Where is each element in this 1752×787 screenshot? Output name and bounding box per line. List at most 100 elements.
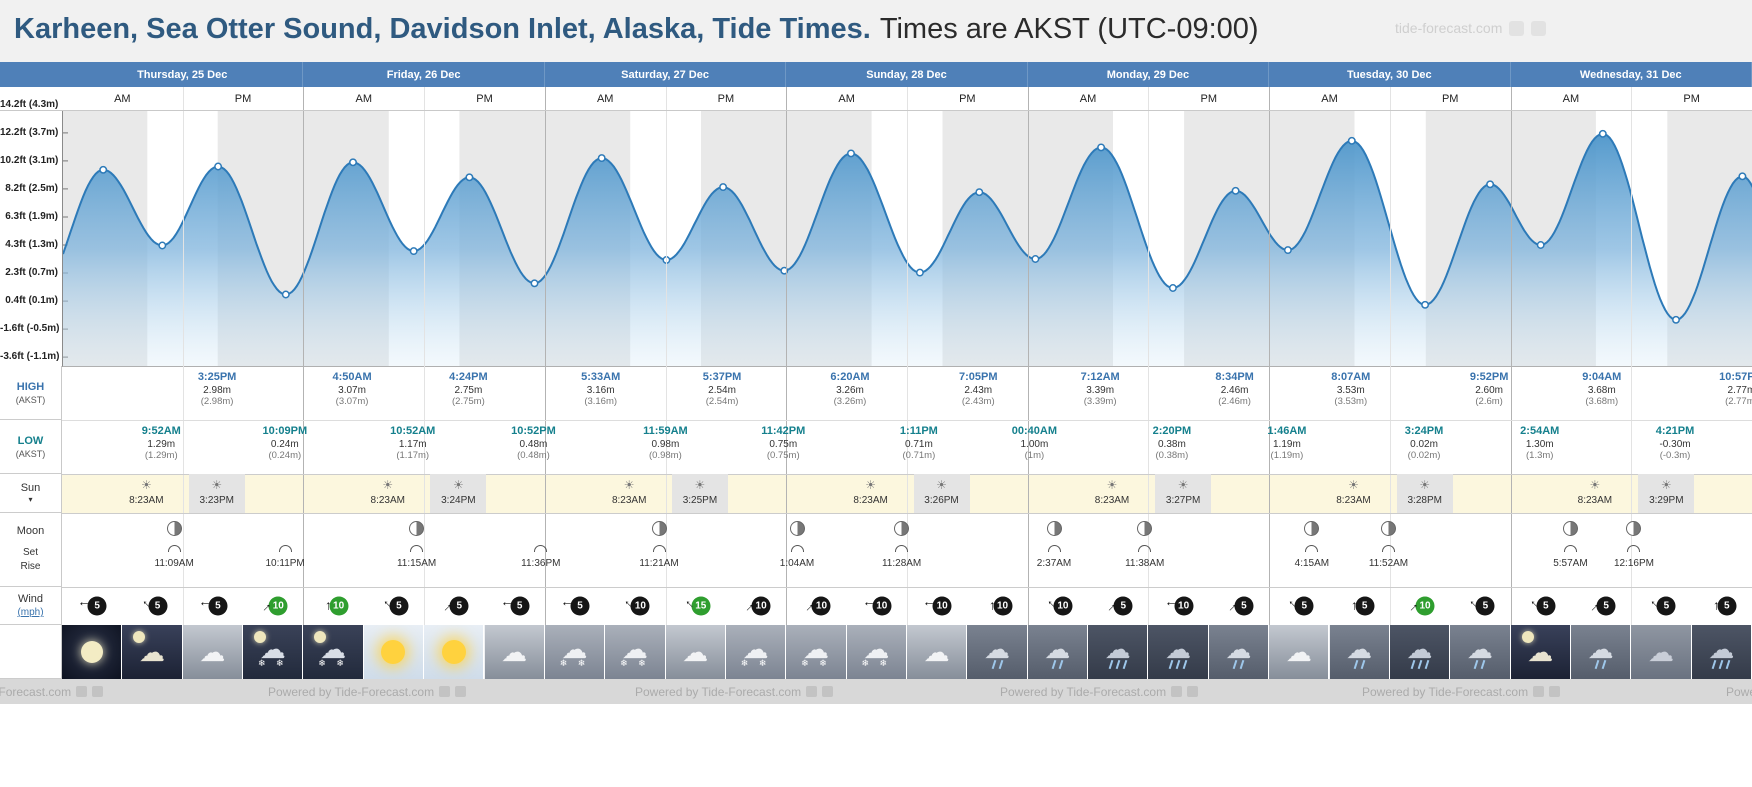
wind-speed-badge: 5: [87, 596, 107, 616]
wind-direction-arrow: [500, 599, 513, 614]
moon-set-time: 11:21AM: [639, 558, 679, 569]
weather-icon-cloud-snow: [786, 625, 847, 679]
footer-credit-link[interactable]: Powered by Tide-Forecast.com: [0, 684, 72, 699]
tide-height-alt: (2.46m): [1218, 396, 1251, 407]
tide-height: 0.38m: [1157, 439, 1186, 450]
moon-set-entry: 11:52AM: [1354, 521, 1424, 569]
ampm-header-cell: AM: [596, 92, 614, 105]
tide-time: 3:24PM: [1404, 425, 1444, 437]
tide-height-alt: (0.02m): [1407, 450, 1441, 461]
wind-speed-badge: 5: [1355, 596, 1375, 616]
wind-indicator: 5: [500, 596, 530, 616]
low-tide-row: 9:52AM 1.29m (1.29m) 10:09PM 0.24m (0.24m) 10:…: [62, 420, 1752, 475]
tide-height-alt: (1.29m): [144, 450, 178, 461]
low-tide-entry: 2:54AM 1.30m (1.3m): [1505, 425, 1575, 461]
footer-social-icon[interactable]: [76, 686, 88, 697]
ampm-header-cell: AM: [838, 92, 855, 105]
high-tide-entry: 5:33AM 3.16m (3.16m): [566, 371, 636, 407]
moon-row: 11:09AM 10:11PM 11:15AM 11:36PM 11:21AM 1:04A…: [62, 513, 1752, 588]
sunset-icon: [924, 478, 958, 493]
snow-icon: [801, 658, 831, 669]
footer-social-icon[interactable]: [806, 686, 818, 697]
high-tide-entry: 4:50AM 3.07m (3.07m): [317, 371, 387, 407]
footer-credit-link[interactable]: Powered by Tide-Forecast.com: [1000, 684, 1167, 699]
high-tide-entry: 3:25PM 2.98m (2.98m): [182, 371, 252, 407]
tide-time: 2:20PM: [1152, 425, 1192, 437]
footer-credit-link[interactable]: Powered by Tide-Forecast.com: [1726, 684, 1752, 699]
weather-icon-cloud: [182, 625, 244, 679]
moon-rise-time: 10:11PM: [265, 558, 305, 569]
ampm-header-cell: PM: [1441, 92, 1459, 105]
moon-rise-arc-icon: [1563, 545, 1577, 552]
sunset-entry: 3:28PM: [1407, 478, 1441, 506]
sunrise-entry: 8:23AM: [1578, 478, 1612, 506]
footer-credit-link[interactable]: Powered by Tide-Forecast.com: [1362, 684, 1529, 699]
wind-indicator: 5: [1526, 596, 1556, 616]
wind-indicator: 5: [1224, 596, 1254, 616]
footer-credit-link[interactable]: Powered by Tide-Forecast.com: [635, 684, 802, 699]
wind-units-link[interactable]: (mph): [17, 607, 44, 618]
rain-drop: [1353, 659, 1359, 670]
footer-credit-link[interactable]: Powered by Tide-Forecast.com: [268, 684, 435, 699]
rain-icon: [1108, 659, 1128, 670]
rain-drop: [1232, 659, 1238, 670]
tide-height: 0.48m: [519, 439, 548, 450]
weather-icon-cloud-rain: [1450, 625, 1511, 679]
wind-speed-badge: 5: [148, 596, 168, 616]
rain-drop: [1122, 659, 1128, 670]
moon-rise-entry: 5:57AM: [1535, 521, 1605, 569]
wind-speed-badge: 5: [1294, 596, 1314, 616]
ampm-header-cell: AM: [114, 92, 131, 105]
moon-set-arc-icon: [1382, 545, 1396, 552]
wind-speed-badge: 10: [1174, 596, 1194, 616]
footer-social-icon[interactable]: [1187, 686, 1199, 697]
tide-height-alt: (0.75m): [766, 450, 800, 461]
wind-speed-badge: 5: [1536, 596, 1556, 616]
wind-speed-badge: 10: [329, 596, 349, 616]
footer-credit: Powered by Tide-Forecast.com: [1362, 684, 1561, 699]
moon-icon: [1521, 631, 1534, 643]
footer-social-icon[interactable]: [92, 686, 104, 697]
tide-height-alt: (0.38m): [1155, 450, 1189, 461]
tide-height-alt: (3.53m): [1334, 396, 1368, 407]
day-header-4: Monday, 29 Dec: [1028, 62, 1270, 87]
tide-time: 10:52AM: [390, 425, 436, 437]
moon-set-entry: 11:09AM: [139, 521, 209, 569]
wind-direction-arrow: [1164, 599, 1177, 614]
footer-social-icon[interactable]: [455, 686, 467, 697]
sun-row: 8:23AM 3:23PM 8:23AM 3:24PM 8:23AM 3:25PM 8:23…: [62, 474, 1752, 514]
y-axis-label: -3.6ft (-1.1m): [0, 351, 60, 363]
snow-icon: [560, 658, 590, 669]
wind-indicator: 10: [983, 596, 1013, 616]
moon-label: Moon: [16, 525, 45, 537]
weather-icon-cloud-rain-heavy: [1088, 625, 1149, 679]
wind-indicator: 5: [1587, 596, 1616, 616]
cloud-icon: [682, 638, 708, 666]
cloud-icon: [1467, 635, 1493, 663]
footer-social-icon[interactable]: [1171, 686, 1183, 697]
footer-social-icon[interactable]: [1533, 686, 1545, 697]
wind-speed-badge: 5: [449, 596, 469, 616]
rain-drop: [1594, 659, 1600, 670]
rain-drop: [1424, 659, 1429, 670]
low-tide-entry: 11:59AM 0.98m (0.98m): [630, 425, 700, 461]
sunset-icon: [683, 478, 717, 493]
footer-social-icon[interactable]: [439, 686, 451, 697]
rain-drop: [998, 659, 1003, 670]
rain-icon: [1410, 659, 1429, 670]
tide-time: 10:52PM: [511, 425, 556, 437]
sun-expand-caret-icon[interactable]: ▾: [28, 495, 33, 504]
weather-icon-sun: [363, 625, 425, 679]
high-tide-entry: 9:04AM 3.68m (3.68m): [1567, 371, 1637, 407]
tide-time: 7:12AM: [1080, 371, 1120, 383]
footer-social-icon[interactable]: [822, 686, 834, 697]
sunrise-time: 8:23AM: [1577, 495, 1613, 506]
low-label: LOW: [17, 434, 44, 447]
weather-icon-sun: [424, 625, 485, 679]
ampm-header-cell: PM: [476, 92, 493, 105]
wind-indicator: 5: [379, 596, 409, 616]
footer-social-icon[interactable]: [1549, 686, 1561, 697]
moon-set-arc-icon: [1138, 545, 1152, 552]
ampm-header-cell: AM: [355, 92, 373, 105]
wind-speed-badge: 10: [751, 596, 771, 616]
